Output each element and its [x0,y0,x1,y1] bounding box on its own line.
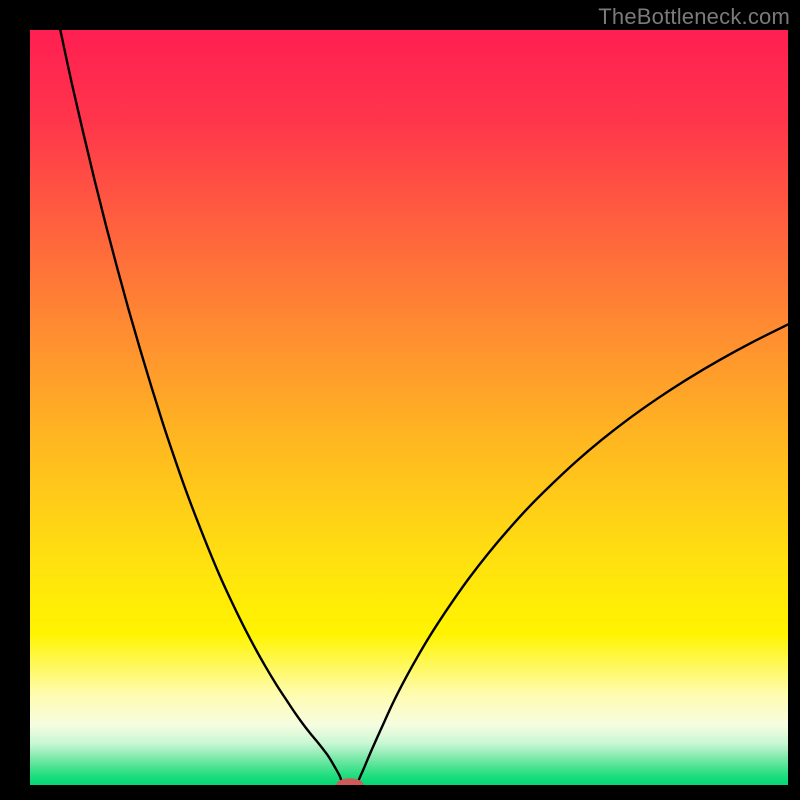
border-right [788,0,800,800]
chart-container: TheBottleneck.com [0,0,800,800]
border-bottom [0,785,800,800]
watermark-text: TheBottleneck.com [598,4,790,30]
bottleneck-chart [0,0,800,800]
border-left [0,0,30,800]
